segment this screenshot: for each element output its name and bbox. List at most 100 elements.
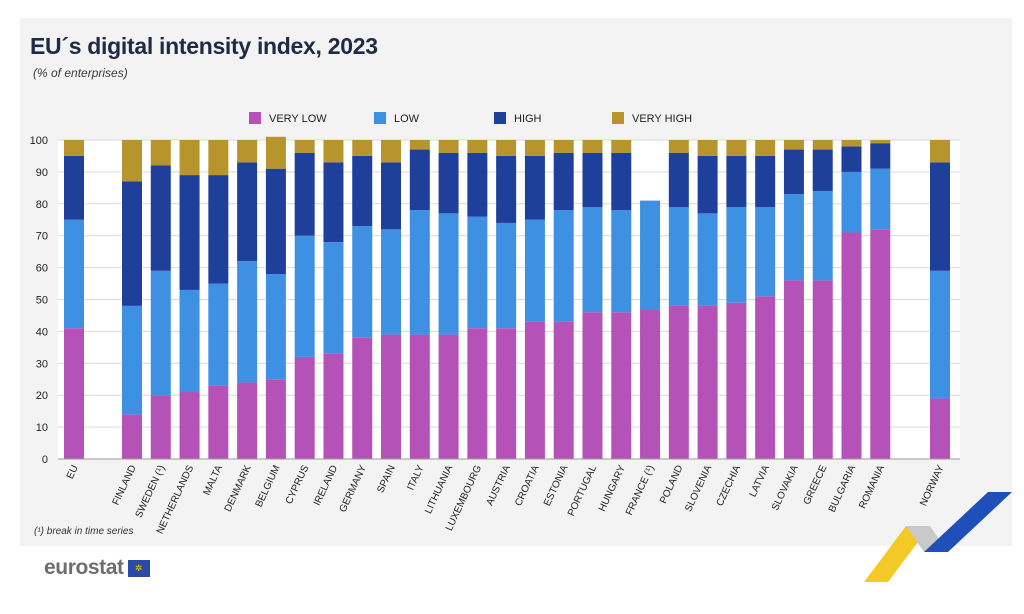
bar-very-low [179, 392, 200, 459]
bar-high [323, 162, 344, 243]
bar-very-high [323, 140, 344, 163]
bar-very-high [697, 140, 718, 156]
bar-high [841, 146, 862, 172]
bar-very-low [265, 379, 286, 459]
x-tick-label: CROATIA [513, 463, 542, 508]
bar-low [755, 206, 776, 297]
bar-high [611, 152, 632, 211]
bar-high [467, 152, 488, 217]
bar-high [726, 155, 747, 207]
bar-very-high [64, 140, 84, 156]
y-tick-label: 50 [36, 295, 48, 307]
bar-low [611, 210, 632, 313]
bar-low [352, 226, 373, 338]
bar-very-high [122, 140, 142, 182]
bar-very-high [553, 140, 574, 153]
bar-high [409, 149, 430, 211]
x-tick-label: FRANCE (¹) [624, 464, 657, 517]
bar-low [812, 191, 833, 281]
bar-low [294, 235, 315, 357]
legend-label: VERY LOW [269, 113, 327, 125]
x-tick-label: SPAIN [375, 464, 397, 495]
bar-low [150, 270, 171, 396]
bar-very-low [553, 321, 574, 459]
bar-low [930, 270, 950, 399]
x-tick-label: EU [65, 464, 81, 481]
bar-very-high [150, 140, 171, 166]
x-tick-label: GERMANY [338, 463, 369, 514]
bar-very-low [438, 334, 459, 459]
bar-very-high [496, 140, 517, 156]
bar-very-low [237, 382, 258, 459]
bar-very-high [930, 140, 950, 163]
bar-low [640, 200, 661, 310]
bar-very-high [870, 140, 891, 144]
bar-high [150, 165, 171, 271]
bar-high [524, 155, 545, 220]
x-tick-label: ESTONIA [542, 463, 571, 508]
bar-high [930, 162, 950, 271]
bar-low [64, 219, 84, 329]
bar-low [582, 206, 603, 313]
bar-very-high [841, 140, 862, 147]
bar-very-high [381, 140, 402, 163]
eu-flag-icon: ✲ [127, 559, 150, 577]
bar-low [553, 210, 574, 322]
bar-high [783, 149, 804, 195]
x-tick-label: LATVIA [748, 463, 772, 499]
bar-very-high [524, 140, 545, 156]
bar-low [783, 194, 804, 281]
bar-very-high [352, 140, 373, 156]
x-tick-label: POLAND [658, 464, 685, 506]
x-tick-label: CZECHIA [715, 463, 744, 508]
bar-low [668, 206, 689, 306]
x-tick-label: CYPRUS [284, 463, 312, 506]
bar-low [524, 219, 545, 322]
bar-very-low [524, 321, 545, 459]
bar-very-high [611, 140, 632, 153]
x-tick-label: SLOVAKIA [770, 463, 801, 512]
bar-low [323, 242, 344, 354]
legend-swatch [249, 112, 261, 124]
bar-high [179, 175, 200, 290]
bar-very-low [381, 334, 402, 459]
bar-very-low [697, 305, 718, 459]
footnote: (¹) break in time series [34, 526, 134, 537]
x-tick-label: SLOVENIA [683, 463, 714, 513]
legend-label: HIGH [514, 113, 542, 125]
y-tick-label: 100 [30, 135, 48, 147]
bar-high [668, 152, 689, 207]
bar-low [179, 289, 200, 393]
x-tick-label: LITHUANIA [423, 463, 455, 515]
bar-low [438, 213, 459, 335]
logo-text: eurostat [44, 556, 124, 579]
bar-very-low [870, 229, 891, 459]
bar-high [64, 155, 84, 220]
bar-very-high [409, 140, 430, 150]
bar-high [237, 162, 258, 262]
bar-very-high [265, 136, 286, 169]
x-tick-label: SWEDEN (¹) [134, 464, 168, 520]
x-tick-label: BELGIUM [254, 464, 283, 509]
bar-very-low [812, 280, 833, 459]
bar-very-low [841, 232, 862, 459]
y-tick-label: 80 [36, 199, 48, 211]
bar-low [726, 206, 747, 303]
bar-very-low [122, 414, 142, 459]
x-tick-label: MALTA [202, 463, 226, 497]
bar-very-low [294, 356, 315, 459]
bar-very-low [323, 353, 344, 459]
bar-very-high [726, 140, 747, 156]
bar-low [381, 229, 402, 335]
x-tick-label: IRELAND [312, 464, 340, 508]
bar-very-low [640, 309, 661, 459]
bar-high [496, 155, 517, 223]
x-tick-label: BULGARIA [827, 463, 858, 514]
x-tick-label: ITALY [405, 463, 426, 492]
bar-low [496, 222, 517, 329]
x-tick-label: GREECE [802, 463, 830, 506]
bar-very-low [668, 305, 689, 459]
bar-very-high [783, 140, 804, 150]
bar-very-low [64, 328, 84, 459]
